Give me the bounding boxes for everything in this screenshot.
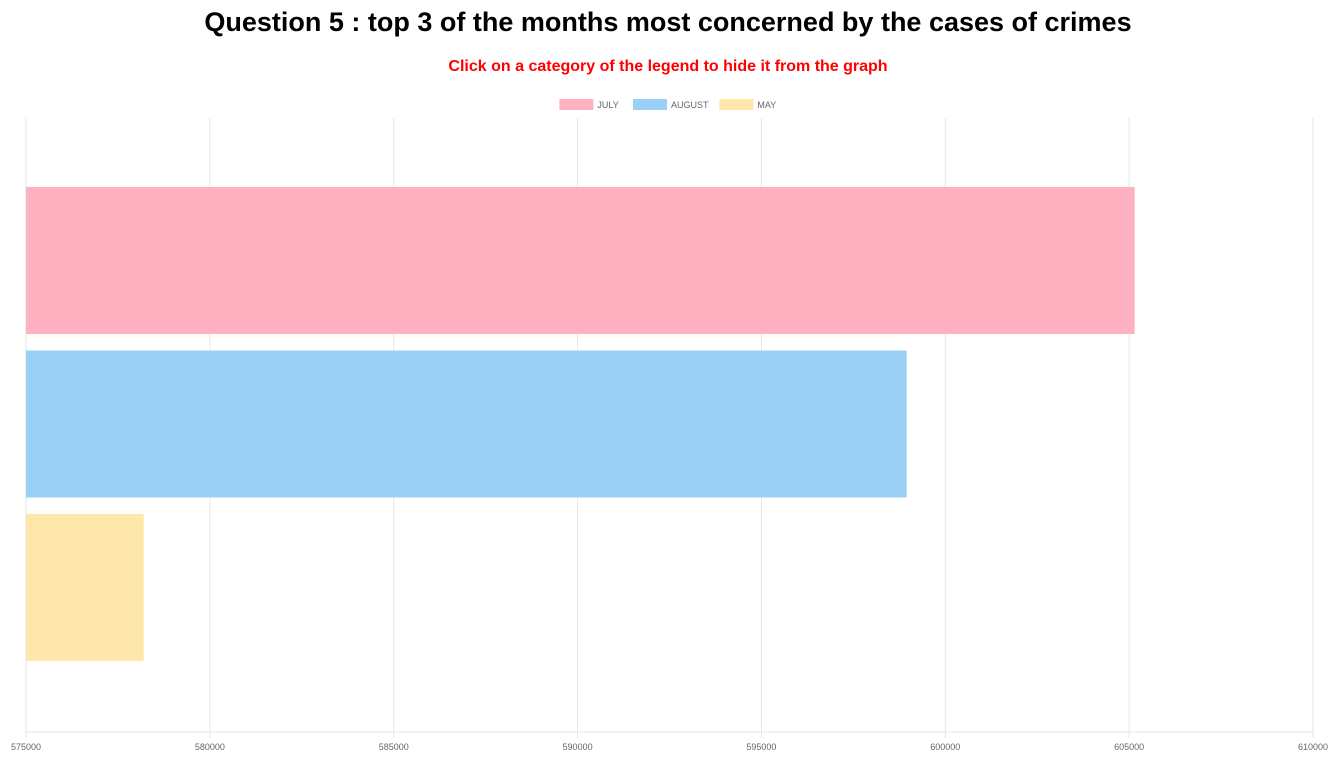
chart-title: Question 5 : top 3 of the months most co… [204, 7, 1132, 37]
legend-swatch [719, 99, 754, 110]
legend-label: JULY [597, 100, 618, 110]
legend-hint: Click on a category of the legend to hid… [448, 58, 888, 75]
x-tick-label: 600000 [930, 742, 960, 752]
bar-may[interactable] [26, 514, 144, 661]
legend-swatch [633, 99, 667, 110]
legend-item-august[interactable]: AUGUST [633, 99, 709, 110]
legend-item-july[interactable]: JULY [559, 99, 619, 110]
legend: JULY AUGUST MAY [559, 99, 776, 110]
x-tick-label: 585000 [379, 742, 409, 752]
legend-swatch [559, 99, 594, 110]
x-tick-label: 610000 [1298, 742, 1328, 752]
x-tick-label: 595000 [746, 742, 776, 752]
bars [26, 187, 1135, 661]
x-tick-label: 575000 [11, 742, 41, 752]
bar-july[interactable] [26, 187, 1135, 334]
legend-label: AUGUST [671, 100, 709, 110]
x-tick-label: 590000 [563, 742, 593, 752]
legend-item-may[interactable]: MAY [719, 99, 776, 110]
x-tick-label: 605000 [1114, 742, 1144, 752]
bar-august[interactable] [26, 350, 907, 498]
x-axis-ticks: 575000 580000 585000 590000 595000 600000 6050… [11, 742, 1328, 752]
x-tick-label: 580000 [195, 742, 225, 752]
legend-label: MAY [757, 100, 776, 110]
